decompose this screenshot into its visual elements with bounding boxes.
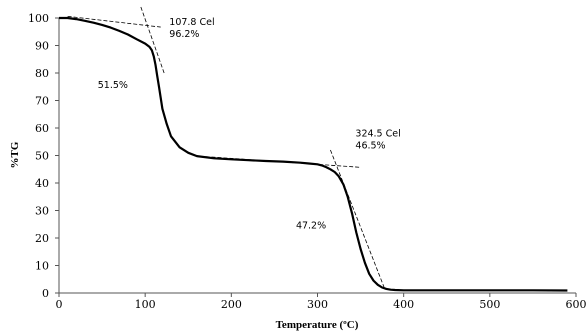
annotations: 107.8 Cel 96.2% 51.5% 324.5 Cel 46.5% 47.2% <box>98 17 401 232</box>
x-tick-label: 600 <box>566 298 587 311</box>
tangent-lines <box>67 6 386 290</box>
y-tick-label: 100 <box>28 12 49 25</box>
x-tick-label: 500 <box>479 298 500 311</box>
y-tick-label: 50 <box>35 150 49 163</box>
annotation-line: 51.5% <box>98 80 128 91</box>
annotation-label: 51.5% <box>98 80 128 91</box>
x-axis-title: Temperature (ºC) <box>276 319 359 331</box>
x-tick-label: 300 <box>307 298 328 311</box>
annotation-line: 324.5 Cel <box>355 128 400 139</box>
y-tick-label: 70 <box>35 95 49 108</box>
tangent-line <box>140 6 165 74</box>
annotation-line: 96.2% <box>169 29 199 40</box>
x-tick-label: 100 <box>135 298 156 311</box>
annotation-line: 47.2% <box>296 220 326 231</box>
axis-ticks: 0 100 200 300 400 500 600 0 10 20 30 40 50 60 70 80 90 10… <box>28 12 587 311</box>
annotation-label: 107.8 Cel 96.2% <box>169 17 214 40</box>
y-tick-label: 20 <box>35 232 49 245</box>
annotation-line: 107.8 Cel <box>169 17 214 28</box>
y-tick-label: 90 <box>35 40 49 53</box>
y-tick-label: 0 <box>42 287 49 300</box>
y-tick-label: 40 <box>35 177 49 190</box>
annotation-line: 46.5% <box>355 140 385 151</box>
y-tick-label: 60 <box>35 122 49 135</box>
y-axis-title: %TG <box>9 141 21 168</box>
x-tick-label: 0 <box>56 298 63 311</box>
y-tick-label: 80 <box>35 67 49 80</box>
tangent-line <box>330 149 386 290</box>
tangent-line <box>67 15 161 28</box>
tg-curve <box>59 16 568 292</box>
annotation-label: 324.5 Cel 46.5% <box>355 128 400 151</box>
x-tick-label: 400 <box>393 298 414 311</box>
y-tick-label: 30 <box>35 205 49 218</box>
annotation-label: 47.2% <box>296 220 326 231</box>
x-tick-label: 200 <box>221 298 242 311</box>
y-tick-label: 10 <box>35 260 49 273</box>
